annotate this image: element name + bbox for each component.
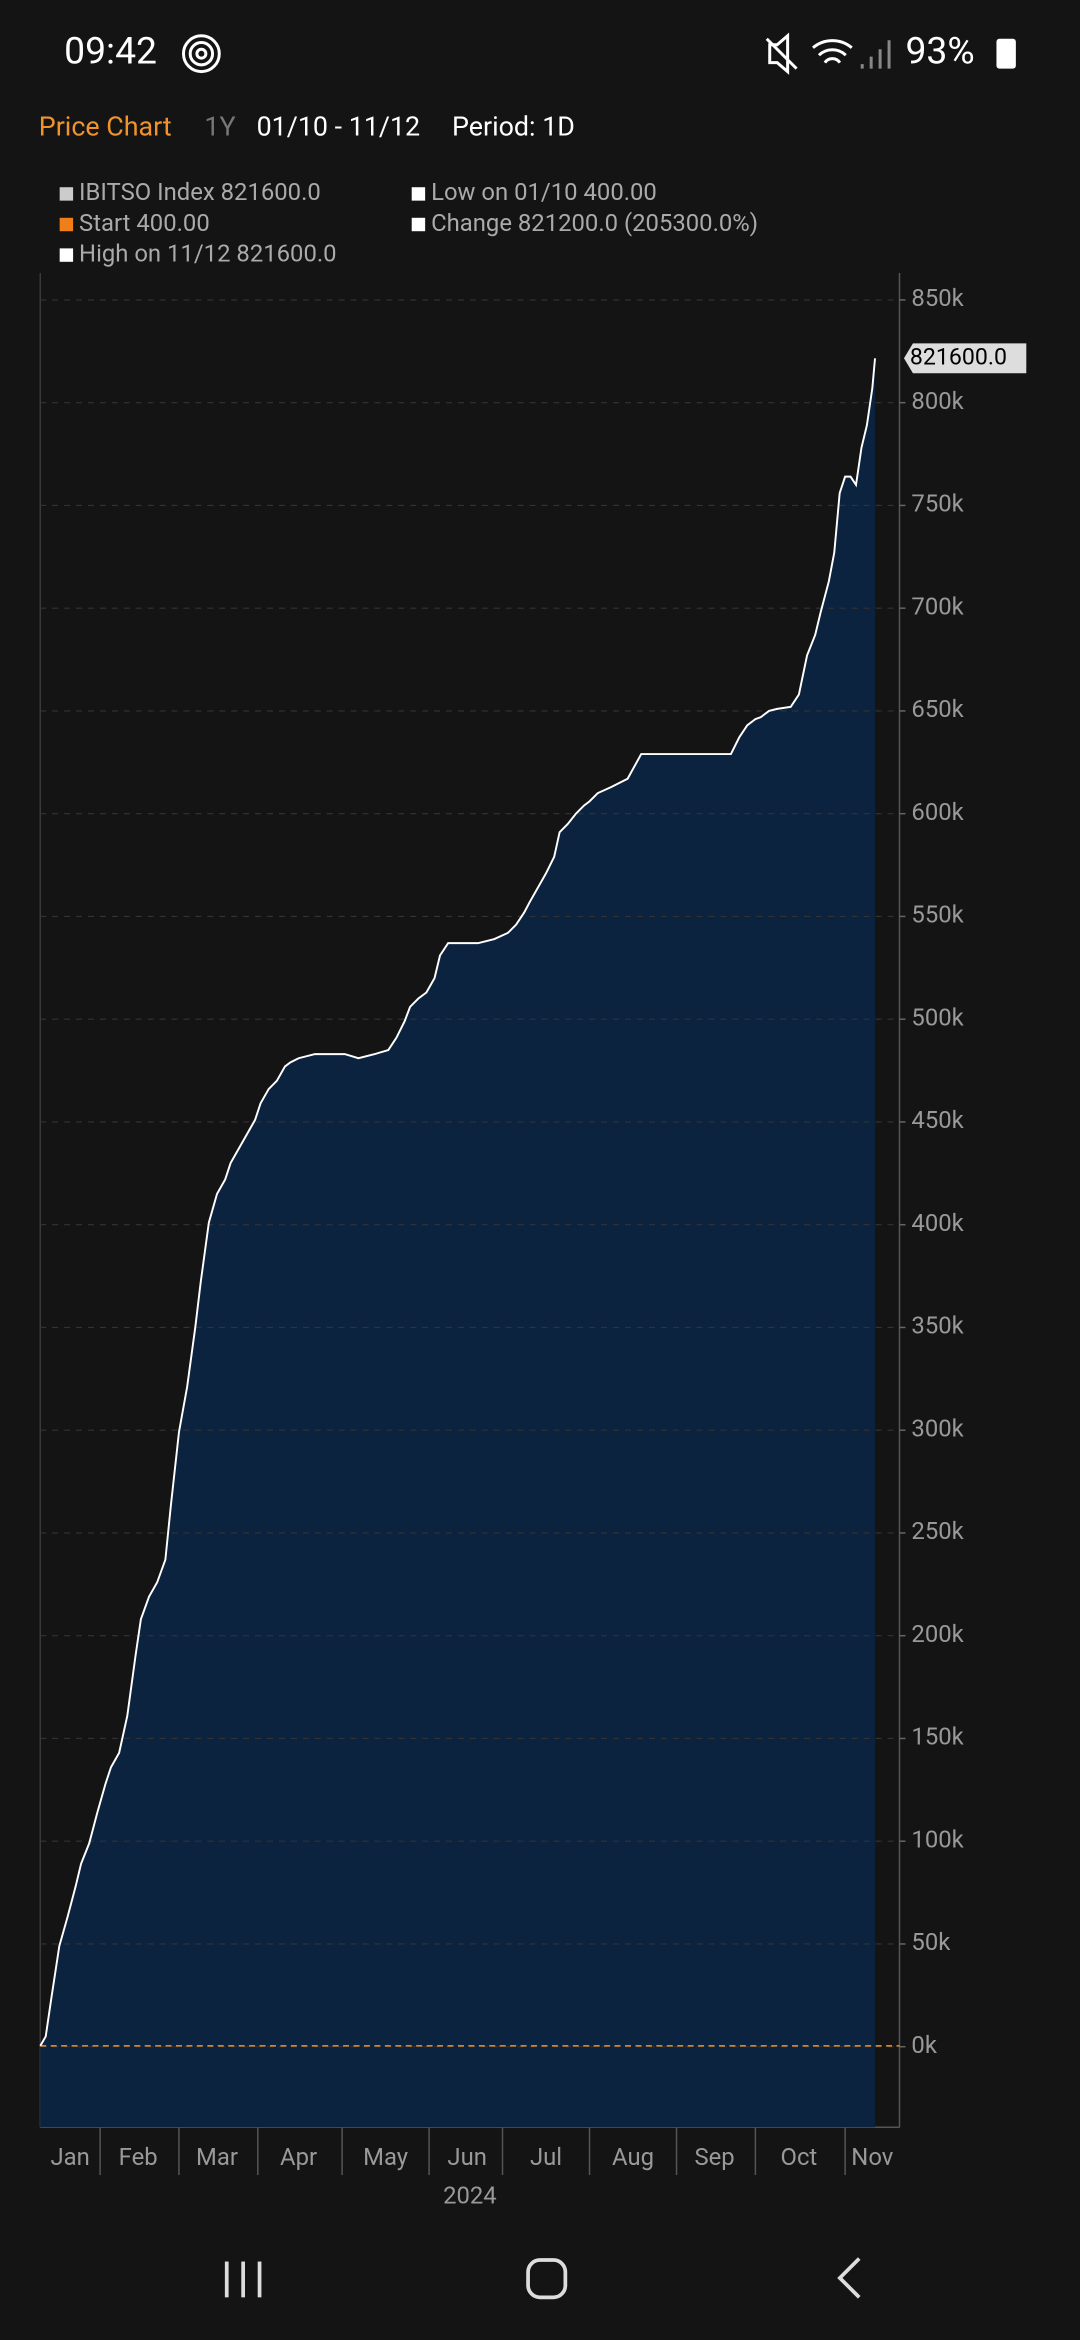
- x-tick-label: May: [363, 2143, 408, 2171]
- status-app-icon: [181, 34, 221, 74]
- y-tick-label: 600k: [911, 798, 964, 826]
- legend-swatch: [411, 187, 426, 201]
- y-tick-label: 550k: [911, 901, 964, 929]
- y-tick-label: 800k: [911, 387, 964, 415]
- y-tick-label: 500k: [911, 1003, 964, 1031]
- area-fill: [40, 358, 876, 2128]
- status-time: 09:42: [64, 30, 157, 74]
- legend-swatch: [59, 187, 74, 201]
- y-tick-label: 400k: [911, 1209, 964, 1237]
- legend-label: High on 11/12 821600.0: [79, 239, 337, 267]
- x-tick-label: Jun: [447, 2143, 486, 2171]
- legend-label: Low on 01/10 400.00: [431, 178, 657, 206]
- toolbar-title[interactable]: Price Chart: [39, 110, 172, 142]
- nav-back[interactable]: [837, 2257, 861, 2299]
- x-tick-label: Oct: [781, 2143, 818, 2171]
- x-tick-label: Jan: [51, 2143, 90, 2171]
- legend-label: Change 821200.0 (205300.0%): [431, 209, 758, 237]
- nav-home[interactable]: [526, 2258, 568, 2300]
- y-tick-label: 300k: [911, 1414, 964, 1442]
- legend-label: IBITSO Index 821600.0: [79, 178, 321, 206]
- y-tick-label: 250k: [911, 1517, 964, 1545]
- x-axis-label: 2024: [443, 2182, 497, 2210]
- x-tick-label: Nov: [851, 2143, 893, 2171]
- x-tick-label: Mar: [196, 2143, 238, 2171]
- battery-icon: [996, 38, 1016, 69]
- y-tick-label: 650k: [911, 695, 964, 723]
- x-tick-label: Jul: [530, 2143, 562, 2171]
- y-tick-label: 50k: [911, 1928, 951, 1956]
- x-tick-label: Sep: [694, 2143, 734, 2171]
- x-tick-label: Aug: [612, 2143, 654, 2171]
- date-range[interactable]: 01/10 - 11/12: [257, 110, 421, 142]
- y-tick-label: 0k: [911, 2031, 937, 2059]
- y-tick-label: 150k: [911, 1723, 964, 1751]
- period-button[interactable]: Period: 1D: [452, 110, 575, 142]
- nav-recents[interactable]: [224, 2261, 262, 2298]
- last-value-label: 821600.0: [910, 343, 1007, 370]
- range-button[interactable]: 1Y: [204, 110, 235, 142]
- y-tick-label: 450k: [911, 1106, 964, 1134]
- y-tick-label: 750k: [911, 490, 964, 518]
- legend-label: Start 400.00: [79, 209, 210, 237]
- x-tick-label: Apr: [280, 2143, 317, 2171]
- y-tick-label: 350k: [911, 1312, 964, 1340]
- x-tick-label: Feb: [119, 2143, 158, 2171]
- price-line: [39, 358, 876, 2047]
- last-value-tag: [903, 343, 1027, 374]
- y-tick-label: 100k: [911, 1826, 964, 1854]
- status-icons: [765, 32, 891, 75]
- legend-swatch: [59, 248, 74, 262]
- status-battery: 93%: [905, 30, 974, 74]
- y-tick-label: 700k: [911, 592, 964, 620]
- y-tick-label: 200k: [911, 1620, 964, 1648]
- y-tick-label: 850k: [911, 284, 964, 312]
- legend-swatch: [59, 217, 74, 232]
- legend-swatch: [411, 217, 426, 232]
